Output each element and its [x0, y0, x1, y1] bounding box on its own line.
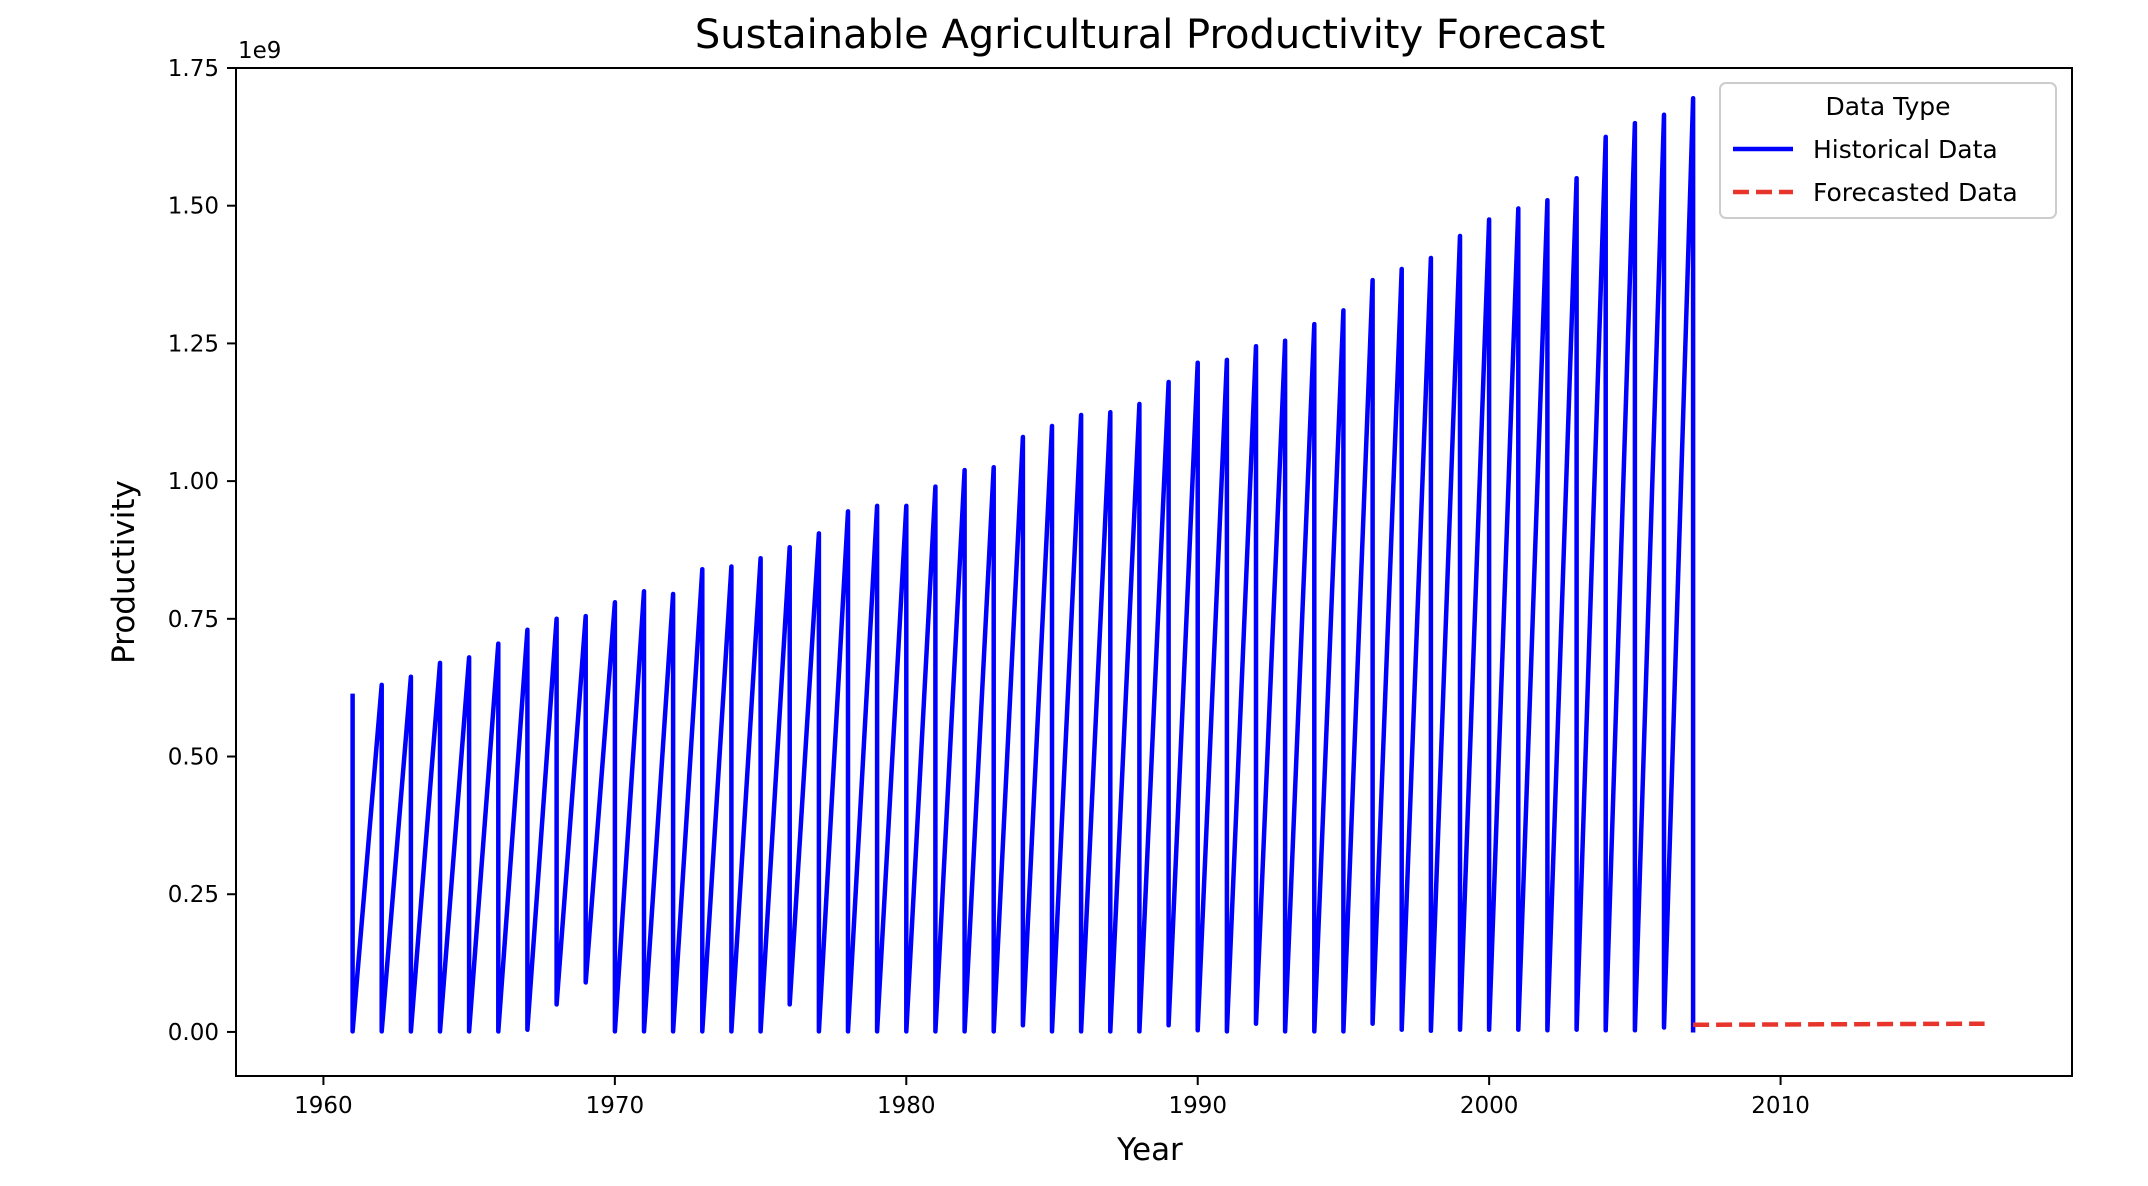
y-tick-label: 1.00 — [168, 469, 219, 495]
legend-label-historical: Historical Data — [1813, 135, 1998, 164]
x-axis-label: Year — [1116, 1132, 1183, 1168]
x-tick-label: 1980 — [877, 1093, 936, 1119]
x-tick-label: 2000 — [1460, 1093, 1519, 1119]
y-offset-label: 1e9 — [238, 38, 281, 64]
y-axis-label: Productivity — [106, 480, 142, 664]
y-tick-label: 0.25 — [168, 882, 219, 908]
legend-label-forecasted: Forecasted Data — [1813, 178, 2018, 207]
x-tick-label: 1990 — [1168, 1093, 1227, 1119]
y-tick-label: 1.25 — [168, 331, 219, 357]
y-tick-label: 1.75 — [168, 56, 219, 82]
y-tick-label: 1.50 — [168, 194, 219, 220]
x-tick-label: 1960 — [294, 1093, 353, 1119]
x-tick-label: 1970 — [586, 1093, 645, 1119]
y-tick-label: 0.75 — [168, 607, 219, 633]
legend-title: Data Type — [1825, 92, 1950, 121]
y-tick-label: 0.50 — [168, 745, 219, 771]
chart-title: Sustainable Agricultural Productivity Fo… — [695, 12, 1605, 58]
legend: Data Type Historical Data Forecasted Dat… — [1720, 83, 2056, 218]
x-tick-label: 2010 — [1751, 1093, 1810, 1119]
y-tick-label: 0.00 — [168, 1020, 219, 1046]
